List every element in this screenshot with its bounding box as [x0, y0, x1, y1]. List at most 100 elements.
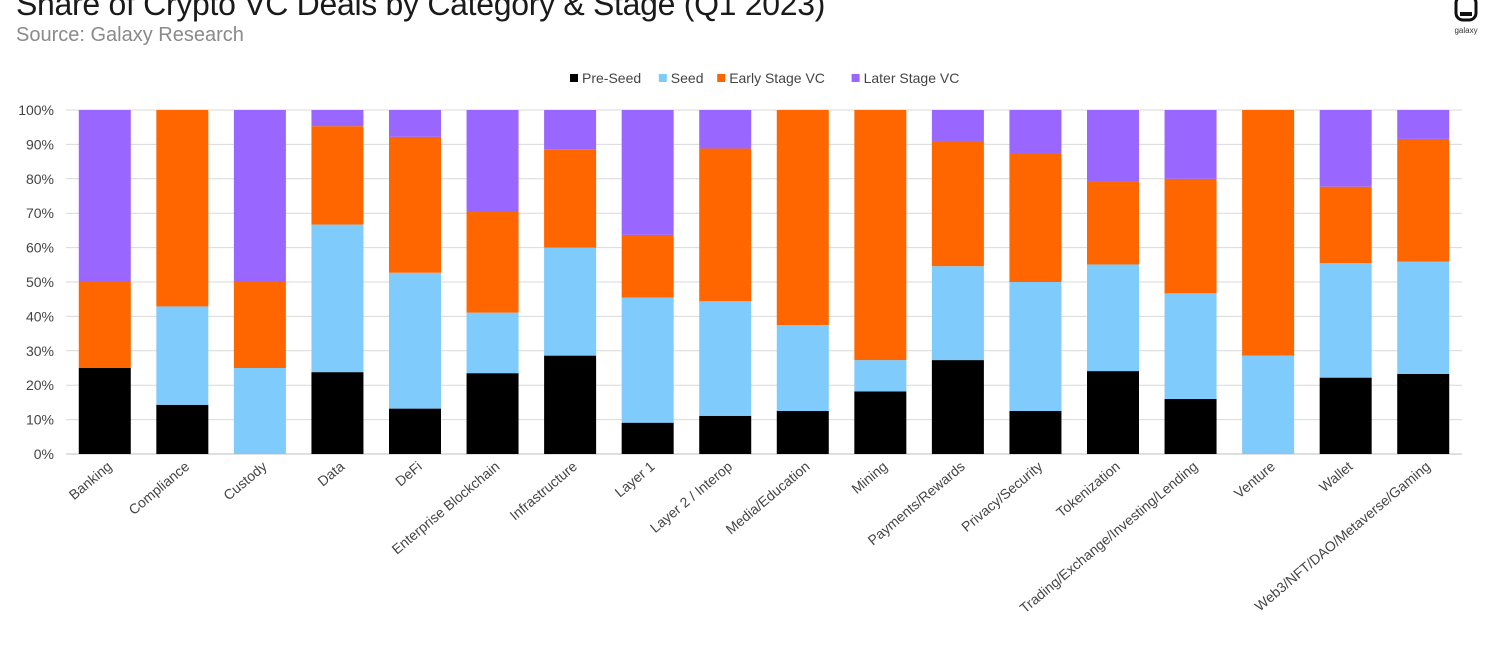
x-tick-label: Venture: [1231, 458, 1278, 501]
bar-segment: [466, 211, 519, 313]
bar-segment: [1397, 110, 1450, 139]
bar-segment: [854, 360, 907, 392]
y-tick-label: 70%: [26, 205, 54, 221]
x-tick-label: Data: [314, 458, 347, 489]
legend-label: Early Stage VC: [729, 70, 825, 86]
bars: [78, 110, 1450, 454]
y-tick-label: 30%: [26, 343, 54, 359]
bar-segment: [1397, 261, 1450, 374]
bar-segment: [156, 110, 209, 307]
x-tick-label: Custody: [220, 458, 270, 503]
legend-label: Seed: [671, 70, 704, 86]
legend-label: Pre-Seed: [582, 70, 641, 86]
bar-segment: [699, 110, 752, 149]
bar-segment: [311, 224, 364, 373]
x-tick-label: Infrastructure: [507, 458, 581, 523]
x-tick-label: Wallet: [1316, 458, 1356, 495]
bar-segment: [699, 301, 752, 416]
bar-segment: [466, 373, 519, 454]
bar-segment: [466, 312, 519, 374]
y-tick-label: 0%: [34, 446, 54, 462]
bar-segment: [931, 360, 984, 454]
bar-segment: [931, 140, 984, 267]
bar-segment: [776, 110, 829, 325]
logo-label: galaxy: [1454, 26, 1478, 35]
galaxy-logo-icon: [1454, 0, 1478, 22]
bar-segment: [1164, 178, 1217, 294]
bar-segment: [699, 148, 752, 302]
bar-segment: [931, 110, 984, 141]
x-tick-label: Compliance: [125, 458, 192, 518]
bar-segment: [621, 110, 674, 235]
bar-segment: [389, 272, 441, 409]
y-tick-label: 90%: [26, 136, 54, 152]
bar-segment: [1397, 373, 1450, 454]
legend-swatch: [570, 74, 578, 82]
bar-segment: [1087, 371, 1139, 454]
bar-segment: [1319, 186, 1372, 264]
x-tick-label: Layer 1: [612, 458, 658, 500]
bar-segment: [1087, 181, 1139, 265]
bar-segment: [1242, 110, 1295, 356]
legend-swatch: [658, 74, 667, 82]
bar-segment: [1087, 264, 1139, 372]
legend: Pre-Seed Seed Early Stage VC Later Stage VC: [570, 70, 959, 86]
bar-segment: [1087, 110, 1139, 182]
y-axis: 0% 10% 20% 30% 40% 50% 60% 70% 80% 90% 100%: [18, 102, 54, 462]
bar-segment: [233, 368, 286, 454]
bar-segment: [311, 126, 364, 225]
bar-segment: [621, 297, 674, 423]
bar-segment: [156, 306, 209, 405]
bar-segment: [544, 247, 597, 356]
bar-segment: [389, 110, 441, 137]
bar-segment: [776, 411, 829, 454]
bar-segment: [1164, 293, 1217, 399]
bar-segment: [78, 282, 131, 368]
y-tick-label: 100%: [18, 102, 54, 118]
bar-segment: [621, 422, 674, 454]
x-axis: Banking Compliance Custody Data DeFiEnterpri…: [66, 458, 1433, 616]
x-tick-label: Banking: [66, 458, 115, 503]
bar-segment: [1009, 153, 1062, 282]
x-tick-label: Tokenization: [1053, 458, 1123, 520]
x-tick-label: Mining: [848, 458, 890, 497]
bar-segment: [1319, 263, 1372, 378]
bar-segment: [1009, 411, 1062, 454]
bar-segment: [544, 355, 597, 454]
bar-segment: [1164, 398, 1217, 454]
bar-segment: [1319, 110, 1372, 187]
bar-segment: [389, 136, 441, 273]
gridlines: [66, 109, 1462, 455]
y-tick-label: 50%: [26, 274, 54, 290]
y-tick-label: 10%: [26, 412, 54, 428]
bar-segment: [311, 372, 364, 454]
chart-title: Share of Crypto VC Deals by Category & S…: [16, 0, 826, 22]
bar-segment: [544, 149, 597, 248]
x-tick-label: Media/Education: [723, 458, 813, 537]
bar-segment: [931, 266, 984, 361]
chart-source: Source: Galaxy Research: [16, 24, 244, 46]
bar-segment: [776, 325, 829, 411]
bar-segment: [78, 110, 131, 282]
bar-segment: [854, 391, 907, 454]
bar-segment: [544, 110, 597, 150]
legend-label: Later Stage VC: [864, 70, 960, 86]
bar-segment: [233, 282, 286, 368]
bar-segment: [1397, 138, 1450, 262]
bar-segment: [311, 110, 364, 127]
bar-segment: [389, 408, 441, 454]
y-tick-label: 60%: [26, 240, 54, 256]
legend-swatch: [717, 74, 726, 82]
bar-segment: [233, 110, 286, 282]
bar-segment: [1242, 355, 1295, 454]
x-tick-label: Privacy/Security: [958, 458, 1045, 535]
bar-segment: [1164, 110, 1217, 179]
bar-segment: [1319, 377, 1372, 454]
x-tick-label: Layer 2 / Interop: [647, 458, 736, 536]
bar-segment: [1009, 282, 1062, 411]
y-tick-label: 80%: [26, 171, 54, 187]
bar-segment: [156, 404, 209, 454]
bar-segment: [78, 368, 131, 454]
bar-segment: [621, 234, 674, 298]
